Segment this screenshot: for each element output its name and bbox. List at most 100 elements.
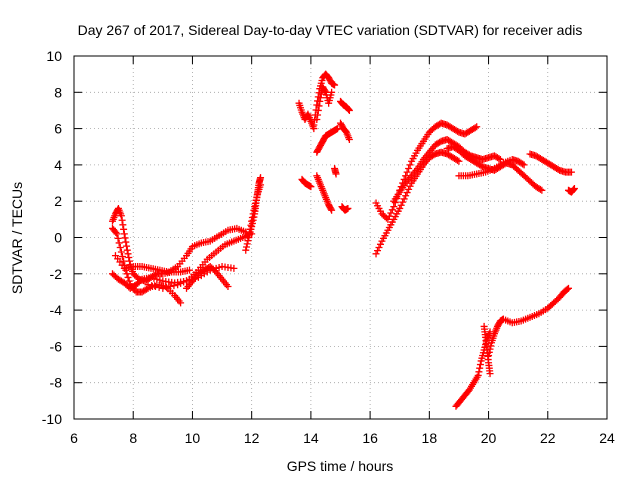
data-point	[331, 81, 339, 89]
data-point	[385, 212, 393, 220]
data-points	[108, 70, 578, 410]
data-point	[242, 243, 250, 251]
data-point	[185, 266, 193, 274]
data-point	[375, 243, 383, 251]
series-arc-e	[144, 230, 256, 292]
data-point	[166, 283, 174, 291]
series-arc-i	[295, 99, 318, 133]
data-point	[520, 161, 528, 169]
data-point	[476, 364, 484, 372]
y-tick-label: 8	[54, 84, 62, 100]
data-point	[496, 155, 504, 163]
series-arc-a	[108, 204, 193, 285]
data-point	[122, 238, 130, 246]
data-point	[406, 182, 414, 190]
data-point	[519, 160, 527, 168]
data-point	[316, 97, 324, 105]
series-arc-n	[313, 172, 336, 214]
data-point	[536, 185, 544, 193]
series-arc-o	[331, 165, 340, 178]
data-point	[334, 125, 342, 133]
data-point	[123, 242, 131, 250]
data-point	[563, 285, 571, 293]
data-point	[388, 206, 396, 214]
series-arc-y	[565, 184, 578, 196]
data-point	[242, 246, 250, 254]
data-point	[224, 283, 232, 291]
data-point	[144, 281, 152, 289]
data-point	[374, 247, 382, 255]
data-point	[121, 234, 129, 242]
data-point	[397, 201, 405, 209]
data-point	[495, 155, 503, 163]
data-point	[384, 215, 392, 223]
data-point	[403, 189, 411, 197]
data-point	[567, 168, 575, 176]
series-arc-x	[526, 150, 575, 176]
data-point	[113, 230, 121, 238]
y-tick-label: 2	[54, 193, 62, 209]
data-point	[570, 184, 578, 192]
x-tick-label: 18	[422, 430, 438, 446]
data-point	[123, 246, 131, 254]
series-arc-f	[183, 263, 232, 292]
data-point	[314, 106, 322, 114]
data-point	[117, 212, 125, 220]
series-arc-t	[372, 119, 481, 223]
y-tick-label: -4	[50, 302, 63, 318]
data-point	[125, 277, 133, 285]
series-arc-m	[313, 125, 342, 156]
data-point	[230, 264, 238, 272]
y-tick-label: -2	[50, 266, 63, 282]
data-point	[344, 204, 352, 212]
data-point	[246, 225, 254, 233]
x-axis-label: GPS time / hours	[287, 458, 394, 474]
data-point	[372, 250, 380, 258]
data-point	[177, 299, 185, 307]
data-point	[117, 248, 125, 256]
data-point	[396, 204, 404, 212]
data-point	[252, 196, 260, 204]
data-point	[159, 284, 167, 292]
x-tick-label: 10	[185, 430, 201, 446]
data-point	[143, 285, 151, 293]
data-point	[257, 181, 265, 189]
data-point	[314, 111, 322, 119]
series-arc-w	[455, 155, 528, 180]
x-tick-label: 6	[70, 430, 78, 446]
data-point	[310, 121, 318, 129]
data-point	[453, 156, 461, 164]
x-tick-label: 16	[362, 430, 378, 446]
data-point	[155, 283, 163, 291]
data-point	[406, 161, 414, 169]
data-point	[120, 257, 128, 265]
data-point	[257, 174, 265, 182]
y-tick-label: 4	[54, 157, 62, 173]
data-point	[119, 221, 127, 229]
data-point	[248, 217, 256, 225]
data-point	[345, 135, 353, 143]
data-point	[251, 199, 259, 207]
data-point	[118, 216, 126, 224]
x-tick-label: 24	[599, 430, 615, 446]
data-point	[399, 198, 407, 206]
data-point	[570, 185, 578, 193]
series-arc-h	[245, 181, 265, 241]
data-point	[486, 345, 494, 353]
y-tick-label: -6	[50, 338, 63, 354]
data-point	[565, 284, 573, 292]
x-tick-label: 20	[481, 430, 497, 446]
data-point	[137, 277, 145, 285]
data-point	[405, 185, 413, 193]
data-point	[163, 283, 171, 291]
data-point	[387, 209, 395, 217]
data-point	[120, 230, 128, 238]
data-point	[317, 90, 325, 98]
data-point	[405, 165, 413, 173]
series-arc-d	[111, 224, 250, 276]
data-point	[475, 368, 483, 376]
data-point	[248, 214, 256, 222]
data-point	[487, 342, 495, 350]
